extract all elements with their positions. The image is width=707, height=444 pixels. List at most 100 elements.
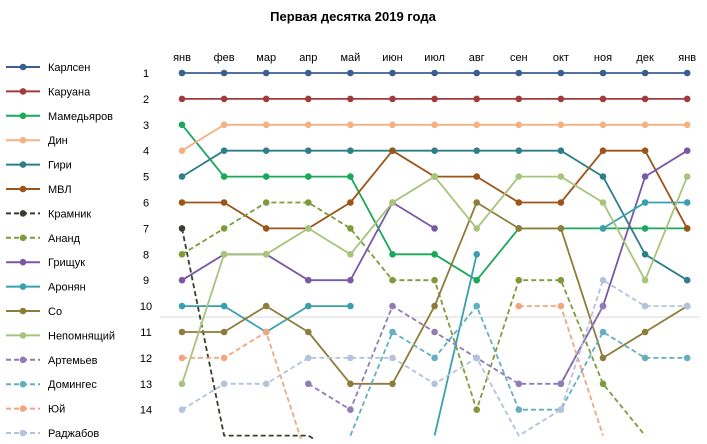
data-point: [178, 69, 186, 77]
series-path: [518, 305, 604, 436]
data-point: [641, 95, 649, 103]
legend-label: Мамедьяров: [48, 111, 113, 123]
series-path: [560, 149, 688, 385]
data-point: [347, 121, 354, 129]
data-point: [641, 173, 649, 180]
legend-marker: [19, 161, 27, 168]
x-tick-label: ноя: [594, 52, 612, 64]
data-point: [599, 147, 607, 154]
plot-area: [178, 69, 691, 439]
data-point: [515, 95, 523, 103]
data-point: [347, 251, 354, 258]
data-point: [178, 251, 186, 258]
data-point: [389, 69, 396, 77]
data-point: [557, 147, 565, 154]
series-line: [178, 199, 646, 437]
data-point: [389, 95, 396, 103]
series-path: [181, 123, 688, 152]
data-point: [389, 199, 396, 206]
series-line: [178, 147, 691, 284]
data-point: [473, 95, 481, 103]
legend-item: Ананд: [6, 233, 81, 245]
data-point: [683, 95, 691, 103]
data-point: [178, 276, 186, 284]
data-point: [473, 225, 481, 232]
data-point: [262, 173, 270, 180]
series-line: [178, 173, 691, 388]
data-point: [305, 69, 312, 77]
legend-label: Карлсен: [48, 62, 90, 74]
y-tick-label: 10: [140, 301, 152, 313]
legend-marker: [19, 429, 27, 437]
data-point: [557, 95, 565, 103]
data-point: [641, 276, 649, 284]
legend-item: Домингес: [6, 379, 97, 391]
series-line: [178, 121, 691, 284]
data-point: [641, 251, 649, 258]
data-point: [515, 225, 523, 232]
data-point: [473, 406, 481, 414]
legend-label: Юй: [48, 404, 65, 416]
data-point: [220, 302, 228, 310]
data-point: [431, 302, 438, 310]
data-point: [473, 69, 481, 77]
series-path: [181, 201, 646, 437]
data-point: [557, 199, 565, 206]
y-tick-label: 13: [140, 379, 152, 391]
data-point: [347, 95, 354, 103]
legend-item: Дин: [6, 135, 68, 147]
legend-item: Непомнящий: [6, 330, 115, 342]
x-tick-label: окт: [553, 52, 569, 64]
data-point: [178, 302, 186, 310]
x-tick-label: янв: [173, 52, 191, 64]
x-tick-label: фев: [214, 52, 235, 64]
data-point: [262, 328, 270, 336]
legend-label: Каруана: [48, 86, 91, 98]
x-axis-ticks: янв фев мар апр май июн июл авг сен окт ноя дек янв: [173, 52, 696, 64]
legend-item: Грищук: [6, 257, 85, 269]
series-line: [178, 276, 691, 437]
x-tick-label: янв: [678, 52, 696, 64]
data-point: [515, 380, 523, 388]
data-point: [389, 354, 396, 362]
legend-label: Гири: [48, 160, 72, 172]
legend-item: Карлсен: [6, 62, 90, 74]
data-point: [220, 173, 228, 180]
data-point: [641, 121, 649, 129]
legend-label: Аронян: [48, 282, 86, 294]
legend-marker: [19, 234, 27, 242]
data-point: [262, 147, 270, 154]
data-point: [305, 225, 312, 232]
data-point: [178, 95, 186, 103]
legend-item: МВЛ: [6, 184, 72, 196]
legend-item: Мамедьяров: [6, 111, 113, 123]
data-point: [515, 406, 523, 414]
data-point: [557, 380, 565, 388]
legend-item: Гири: [6, 160, 72, 172]
legend-marker: [19, 258, 27, 266]
data-point: [599, 199, 607, 206]
data-point: [641, 147, 649, 154]
data-point: [683, 121, 691, 129]
legend-item: Артемьев: [6, 355, 98, 367]
y-tick-label: 7: [143, 223, 149, 235]
legend-label: МВЛ: [48, 184, 72, 196]
legend-label: Непомнящий: [48, 330, 115, 342]
data-point: [683, 69, 691, 77]
y-tick-label: 8: [143, 249, 149, 261]
data-point: [178, 328, 186, 336]
data-point: [347, 302, 354, 310]
data-point: [220, 251, 228, 258]
data-point: [178, 121, 186, 129]
data-point: [347, 406, 354, 414]
y-tick-label: 5: [143, 172, 149, 184]
legend-item: Раджабов: [6, 428, 99, 440]
data-point: [178, 380, 186, 388]
data-point: [305, 147, 312, 154]
x-tick-label: сен: [510, 52, 528, 64]
data-point: [557, 276, 565, 284]
data-point: [220, 69, 228, 77]
x-tick-label: июл: [424, 52, 445, 64]
series-line: [178, 302, 604, 439]
data-point: [431, 225, 438, 232]
